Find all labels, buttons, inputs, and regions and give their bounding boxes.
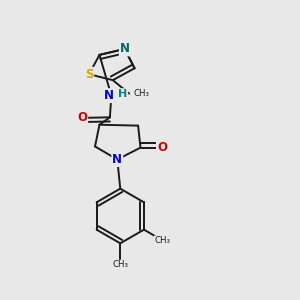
- Text: CH₃: CH₃: [154, 236, 170, 245]
- Text: O: O: [157, 141, 167, 154]
- Text: N: N: [120, 42, 130, 56]
- Text: CH₃: CH₃: [134, 89, 150, 98]
- Text: H: H: [118, 89, 127, 99]
- Text: S: S: [85, 68, 93, 81]
- Text: CH₃: CH₃: [112, 260, 128, 269]
- Text: O: O: [77, 111, 87, 124]
- Text: N: N: [112, 153, 122, 166]
- Text: N: N: [104, 89, 114, 102]
